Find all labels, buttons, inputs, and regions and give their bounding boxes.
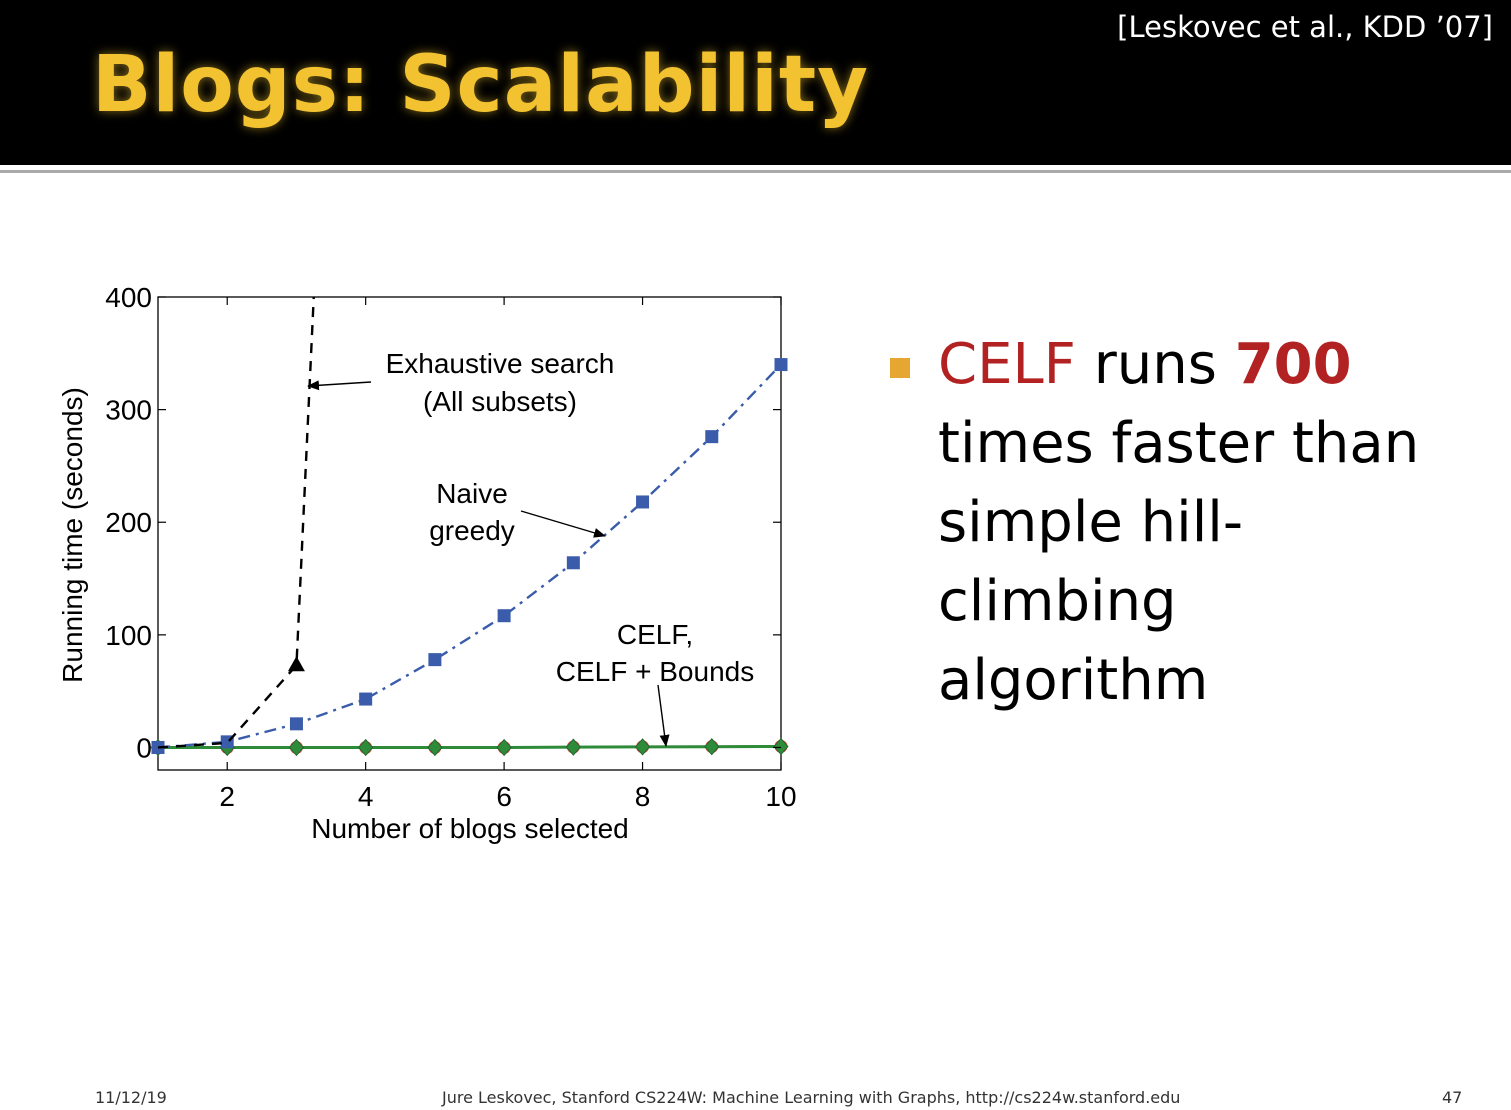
slide-title: Blogs: Scalability (92, 40, 869, 130)
y-tick-label: 200 (105, 507, 152, 538)
bullet-line-2: times faster than (938, 411, 1420, 476)
data-point-celf (773, 737, 789, 756)
speedup-number: 700 (1234, 332, 1352, 397)
series-line-naive (157, 363, 782, 749)
annotation-arrow-naive (520, 510, 606, 538)
data-point-naive (359, 692, 373, 706)
annotation-naive-line1: Naive (436, 478, 508, 509)
annotation-naive-line2: greedy (429, 515, 515, 546)
data-point-naive (497, 609, 511, 623)
series-line-celf (158, 744, 782, 749)
footer-credit: Jure Leskovec, Stanford CS224W: Machine … (442, 1088, 1181, 1107)
bullet-square-icon (890, 358, 910, 378)
bullet-line-3: simple hill- (938, 490, 1244, 555)
data-point-naive (774, 358, 788, 372)
celf-highlight: CELF (938, 332, 1076, 397)
x-axis-label: Number of blogs selected (311, 813, 629, 844)
y-tick-label: 400 (105, 282, 152, 313)
data-point-celf (565, 738, 581, 756)
annotation-exhaustive-line1: Exhaustive search (386, 348, 615, 379)
data-point-exhaustive (287, 656, 305, 672)
data-point-celf (288, 738, 304, 757)
citation: [Leskovec et al., KDD ’07] (1117, 10, 1493, 44)
y-axis-label: Running time (seconds) (57, 387, 88, 683)
title-divider (0, 170, 1511, 173)
annotation-arrow-celf (657, 684, 670, 747)
data-point-naive (705, 430, 719, 444)
bullet-line-5: algorithm (938, 648, 1209, 713)
annotation-celf-line1: CELF, (617, 619, 693, 650)
x-tick-label: 10 (765, 781, 796, 812)
data-point-celf (427, 738, 443, 757)
data-point-celf (496, 738, 512, 757)
data-point-naive (636, 495, 650, 509)
footer-page-number: 47 (1442, 1088, 1463, 1107)
bullet-text: CELF runs 700 times faster than simple h… (938, 325, 1458, 720)
data-point-celf (358, 738, 374, 757)
annotation-arrow-exhaustive (307, 380, 372, 391)
y-tick-label: 0 (136, 732, 152, 763)
data-point-naive (428, 653, 442, 667)
bullet-runs: runs (1075, 332, 1235, 397)
y-tick-label: 100 (105, 620, 152, 651)
x-tick-label: 2 (219, 781, 235, 812)
data-point-celf (704, 738, 720, 756)
data-point-celf (635, 738, 651, 756)
x-tick-label: 8 (635, 781, 651, 812)
data-point-naive (289, 717, 303, 731)
bullet-line-4: climbing (938, 569, 1177, 634)
bullet-line-1: CELF runs 700 (938, 325, 1458, 404)
y-tick-label: 300 (105, 395, 152, 426)
x-tick-label: 4 (358, 781, 374, 812)
data-point-naive (566, 556, 580, 570)
footer-date: 11/12/19 (95, 1088, 167, 1107)
annotation-celf-line2: CELF + Bounds (556, 656, 754, 687)
title-bar (0, 0, 1511, 165)
x-tick-label: 6 (496, 781, 512, 812)
annotation-exhaustive-line2: (All subsets) (423, 386, 577, 417)
plot-area (157, 296, 782, 771)
